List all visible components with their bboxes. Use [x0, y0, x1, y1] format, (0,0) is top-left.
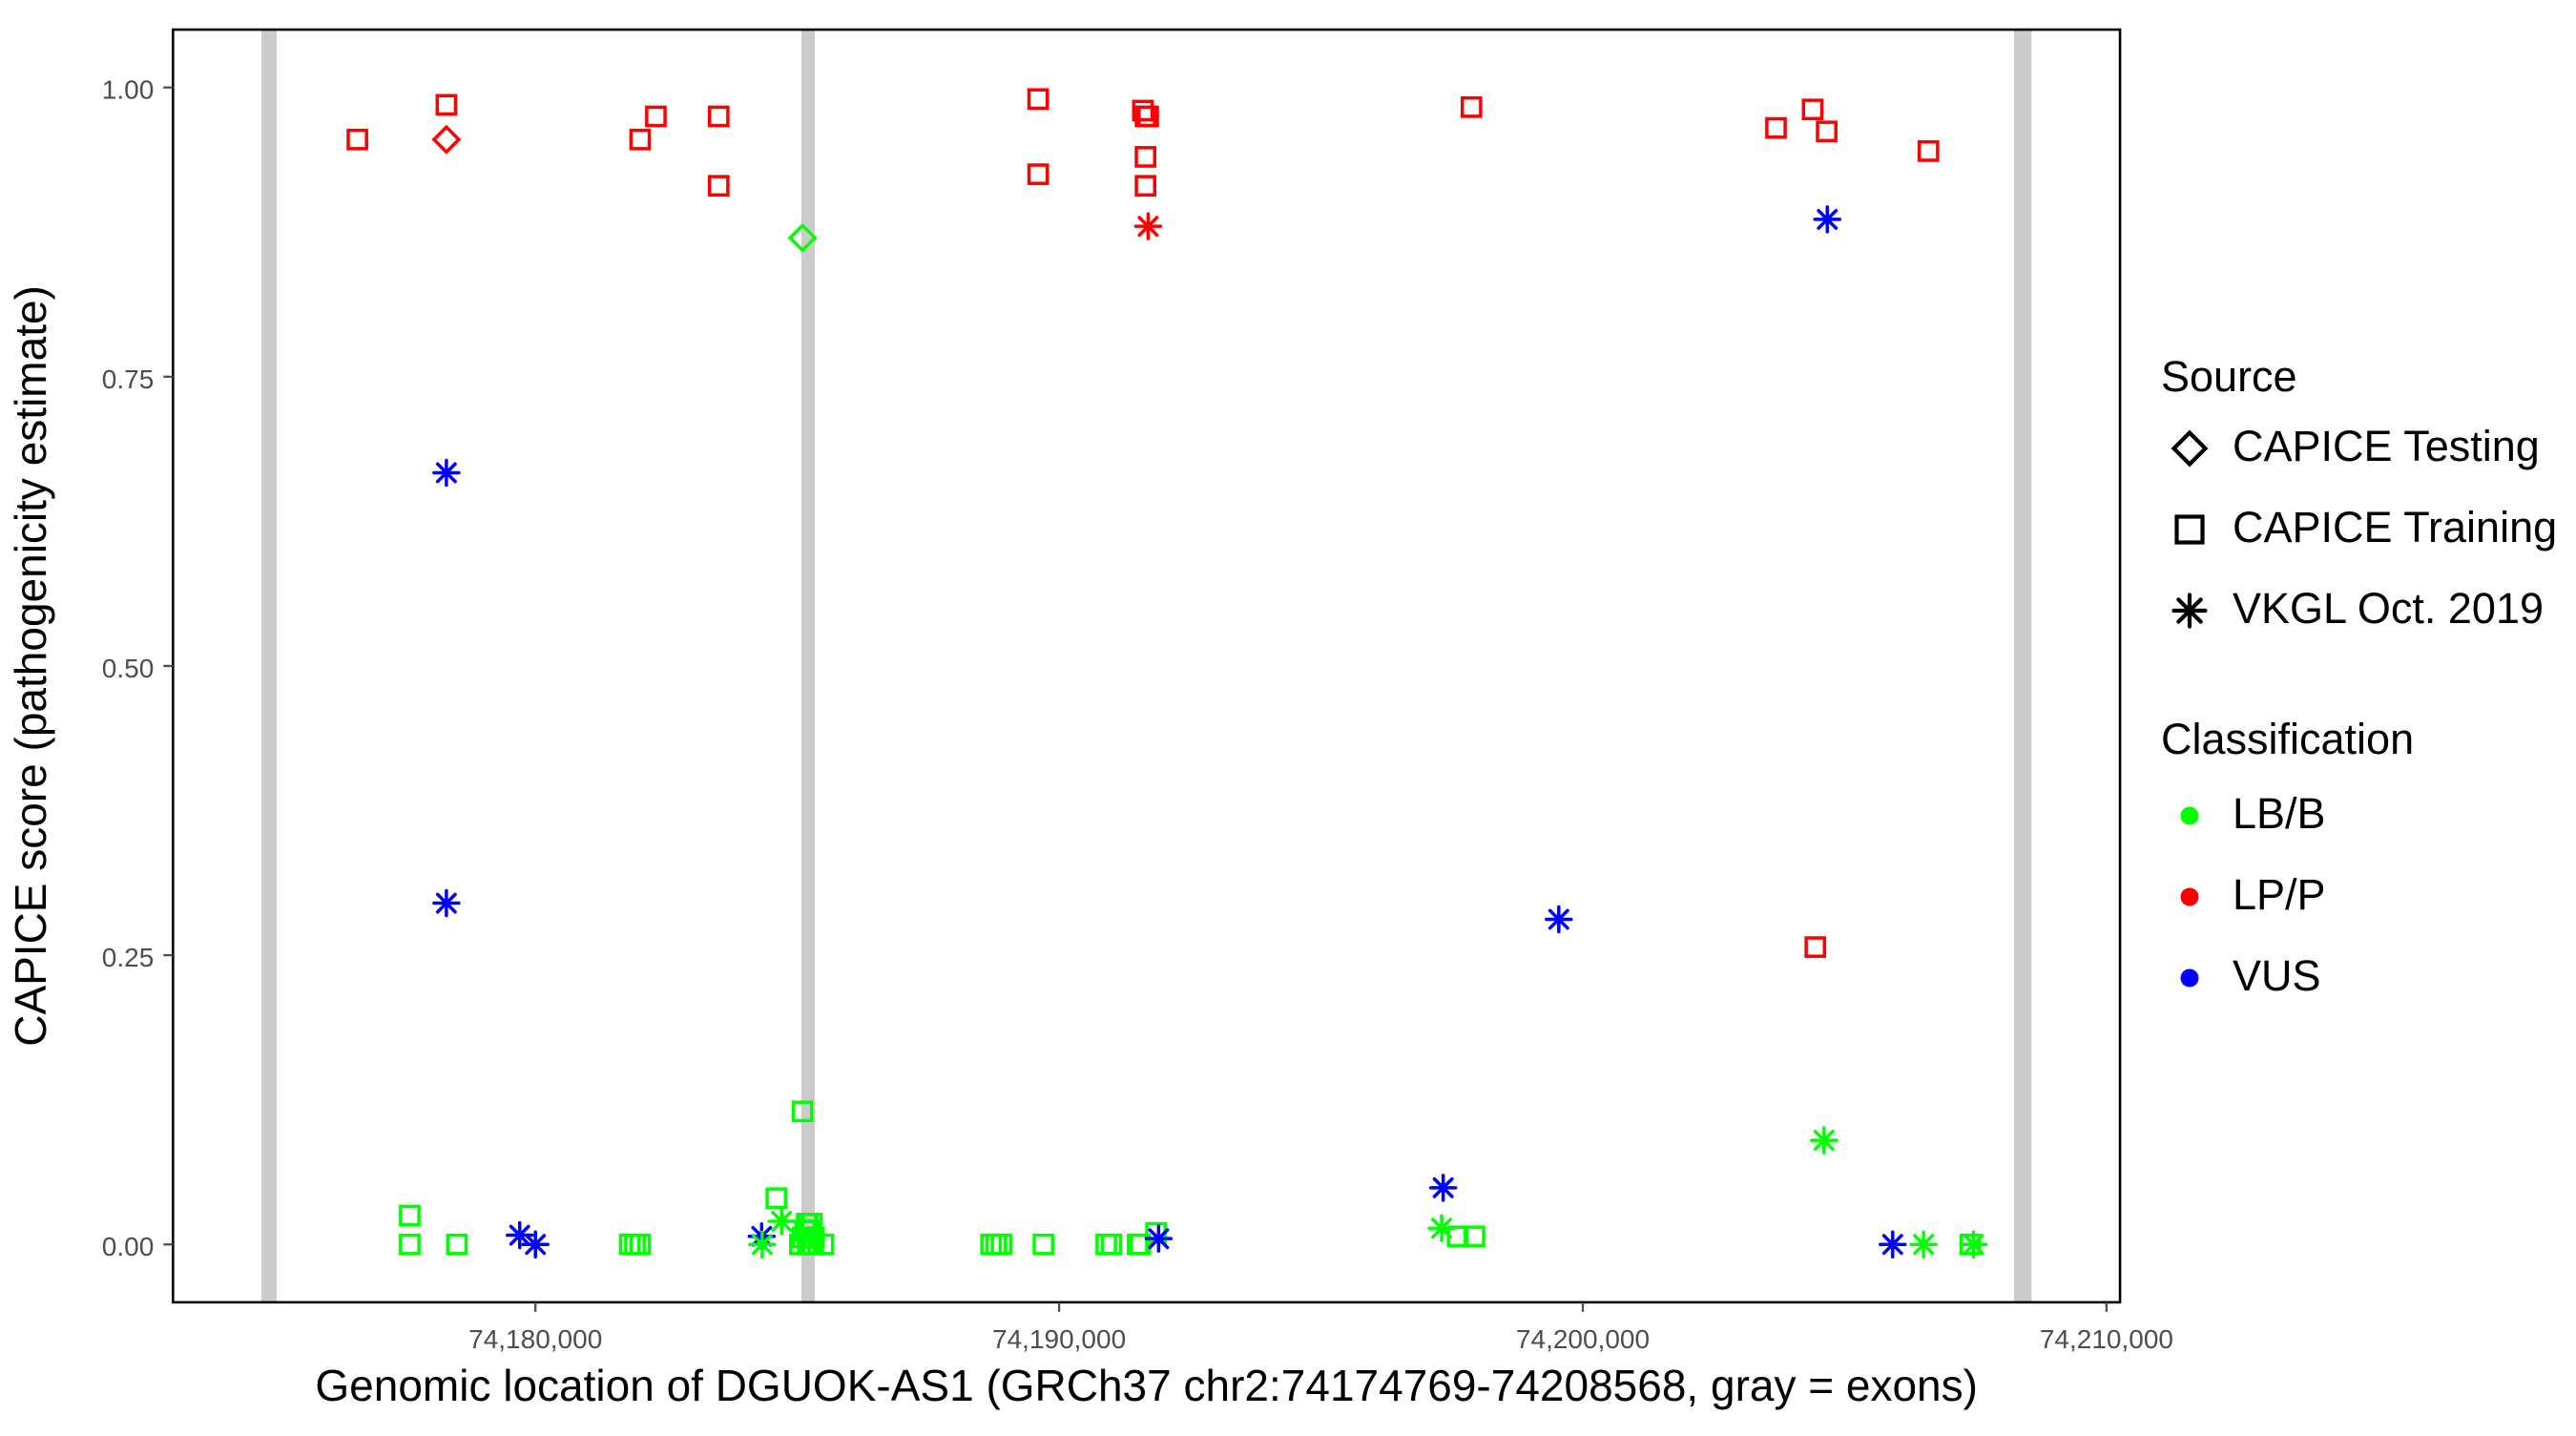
svg-text:74,200,000: 74,200,000 — [1516, 1324, 1650, 1354]
svg-text:VUS: VUS — [2233, 951, 2321, 1000]
svg-text:0.75: 0.75 — [102, 364, 155, 394]
svg-text:74,210,000: 74,210,000 — [2040, 1324, 2173, 1354]
svg-text:0.00: 0.00 — [102, 1232, 155, 1261]
svg-text:VKGL Oct. 2019: VKGL Oct. 2019 — [2233, 584, 2544, 633]
svg-text:Source: Source — [2161, 352, 2297, 401]
svg-text:CAPICE score (pathogenicity es: CAPICE score (pathogenicity estimate) — [6, 285, 55, 1047]
svg-text:0.50: 0.50 — [102, 654, 155, 683]
svg-text:74,180,000: 74,180,000 — [468, 1324, 602, 1354]
svg-text:Genomic location of DGUOK-AS1: Genomic location of DGUOK-AS1 (GRCh37 ch… — [315, 1361, 1978, 1410]
svg-text:LB/B: LB/B — [2233, 789, 2326, 838]
svg-text:0.25: 0.25 — [102, 943, 155, 972]
svg-text:CAPICE Testing: CAPICE Testing — [2233, 422, 2540, 470]
svg-text:CAPICE Training: CAPICE Training — [2233, 503, 2557, 552]
svg-text:1.00: 1.00 — [102, 75, 155, 105]
svg-text:LP/P: LP/P — [2233, 870, 2326, 919]
svg-text:74,190,000: 74,190,000 — [992, 1324, 1126, 1354]
svg-text:Classification: Classification — [2161, 715, 2414, 763]
